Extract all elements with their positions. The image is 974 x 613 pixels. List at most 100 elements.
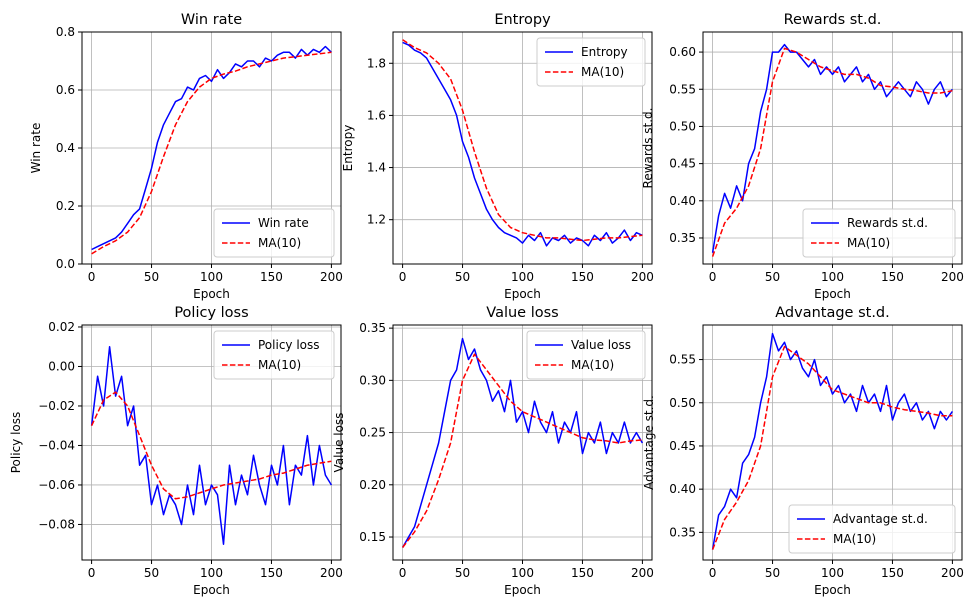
x-axis-label: Epoch	[504, 287, 541, 301]
legend-label: Advantage st.d.	[833, 512, 928, 526]
subplot-5: 0 50 100 150 200 0.15 0.20 0.25 0.30 0.35 Value lo…	[332, 305, 654, 597]
x-tick-label: 100	[200, 270, 223, 284]
y-tick-label: 0.35	[359, 321, 386, 335]
legend-frame	[802, 208, 956, 258]
subplot-2: 0 50 100 150 200 1.2 1.4 1.6 1.8 Entropy Epoch Entr…	[341, 12, 654, 301]
legend: Win rate MA(10)	[213, 208, 335, 258]
x-tick-label: 150	[881, 270, 904, 284]
y-tick-label: −0.08	[38, 517, 75, 531]
y-tick-label: 1.4	[367, 161, 386, 175]
series-line-moving-average	[402, 353, 643, 548]
x-tick-label: 50	[144, 270, 159, 284]
series-line-moving-average	[90, 391, 332, 500]
y-tick-label: 0.45	[669, 439, 696, 453]
x-axis-label: Epoch	[504, 583, 541, 597]
chart-title: Rewards st.d.	[784, 12, 882, 28]
y-tick-label: 1.6	[367, 108, 386, 122]
series-line-raw	[90, 345, 333, 545]
x-tick-label: 50	[455, 270, 470, 284]
y-tick-label: 0.40	[669, 194, 696, 208]
y-tick-label: 1.2	[367, 213, 386, 227]
chart-title: Win rate	[181, 12, 242, 28]
subplot-4: 0 50 100 150 200 −0.08 −0.06 −0.04 −0.02 0.00 0.02…	[9, 305, 343, 597]
legend-label: Win rate	[258, 216, 309, 230]
x-tick-label: 200	[941, 270, 964, 284]
subplot-1: 0 50 100 150 200 0.0 0.2 0.4 0.6 0.8 Win rate Epoch…	[29, 12, 343, 301]
legend: Rewards st.d. MA(10)	[802, 208, 956, 258]
series-line-moving-average	[711, 47, 953, 257]
legend-frame	[213, 208, 335, 258]
x-tick-label: 200	[941, 566, 964, 580]
y-tick-label: 0.0	[56, 257, 75, 271]
y-tick-label: 0.35	[669, 525, 696, 539]
y-tick-label: −0.04	[38, 438, 75, 452]
legend: Policy loss MA(10)	[213, 330, 335, 380]
y-tick-label: 0.00	[48, 359, 75, 373]
chart-title: Value loss	[486, 305, 558, 321]
series-line-raw	[91, 45, 332, 251]
x-tick-label: 100	[200, 566, 223, 580]
x-tick-label: 50	[144, 566, 159, 580]
x-tick-label: 0	[709, 566, 717, 580]
series-line-moving-average	[402, 39, 643, 242]
y-tick-label: 1.8	[367, 56, 386, 70]
x-axis-label: Epoch	[814, 583, 851, 597]
y-tick-label: 0.6	[56, 83, 75, 97]
series-line-moving-average	[711, 345, 953, 550]
y-axis-label: Policy loss	[9, 412, 23, 474]
x-axis-label: Epoch	[814, 287, 851, 301]
x-tick-label: 150	[571, 270, 594, 284]
y-axis-label: Win rate	[29, 123, 43, 174]
subplot-6: 0 50 100 150 200 0.35 0.40 0.45 0.50 0.55 Advantag…	[642, 305, 964, 597]
y-axis-label: Entropy	[341, 125, 355, 172]
y-tick-label: 0.15	[359, 530, 386, 544]
legend-label: MA(10)	[581, 65, 624, 79]
y-axis-label: Value loss	[332, 413, 346, 473]
y-tick-label: 0.25	[359, 426, 386, 440]
y-tick-label: −0.06	[38, 478, 75, 492]
x-tick-label: 50	[765, 566, 780, 580]
x-tick-label: 50	[455, 566, 470, 580]
x-tick-label: 150	[881, 566, 904, 580]
legend-label: MA(10)	[833, 532, 876, 546]
y-axis-label: Rewards st.d.	[641, 108, 655, 189]
x-tick-label: 150	[260, 270, 283, 284]
y-tick-label: 0.50	[669, 396, 696, 410]
x-tick-label: 0	[399, 566, 407, 580]
legend-label: Rewards st.d.	[847, 216, 928, 230]
legend-label: Entropy	[581, 45, 628, 59]
y-tick-label: −0.02	[38, 399, 75, 413]
legend-label: MA(10)	[847, 236, 890, 250]
x-tick-label: 200	[320, 566, 343, 580]
x-tick-label: 0	[709, 270, 717, 284]
x-tick-label: 150	[260, 566, 283, 580]
y-tick-label: 0.50	[669, 119, 696, 133]
x-tick-label: 100	[511, 566, 534, 580]
x-tick-label: 0	[88, 270, 96, 284]
y-tick-label: 0.30	[359, 373, 386, 387]
y-tick-label: 0.20	[359, 478, 386, 492]
x-tick-label: 100	[821, 270, 844, 284]
legend: Advantage st.d. MA(10)	[788, 504, 956, 554]
legend-frame	[788, 504, 956, 554]
legend-label: MA(10)	[571, 358, 614, 372]
y-tick-label: 0.55	[669, 82, 696, 96]
y-tick-label: 0.55	[669, 353, 696, 367]
x-tick-label: 200	[320, 270, 343, 284]
chart-title: Policy loss	[174, 305, 248, 321]
series-line-raw	[711, 332, 954, 550]
x-tick-label: 200	[631, 270, 654, 284]
y-tick-label: 0.4	[56, 141, 75, 155]
x-tick-label: 200	[631, 566, 654, 580]
legend-label: MA(10)	[258, 358, 301, 372]
y-tick-label: 0.2	[56, 199, 75, 213]
series-line-moving-average	[91, 51, 332, 255]
x-axis-label: Epoch	[193, 287, 230, 301]
legend-label: MA(10)	[258, 236, 301, 250]
legend: Entropy MA(10)	[536, 37, 646, 87]
y-tick-label: 0.45	[669, 157, 696, 171]
legend-frame	[213, 330, 335, 380]
chart-title: Advantage st.d.	[775, 305, 890, 321]
x-tick-label: 0	[88, 566, 96, 580]
